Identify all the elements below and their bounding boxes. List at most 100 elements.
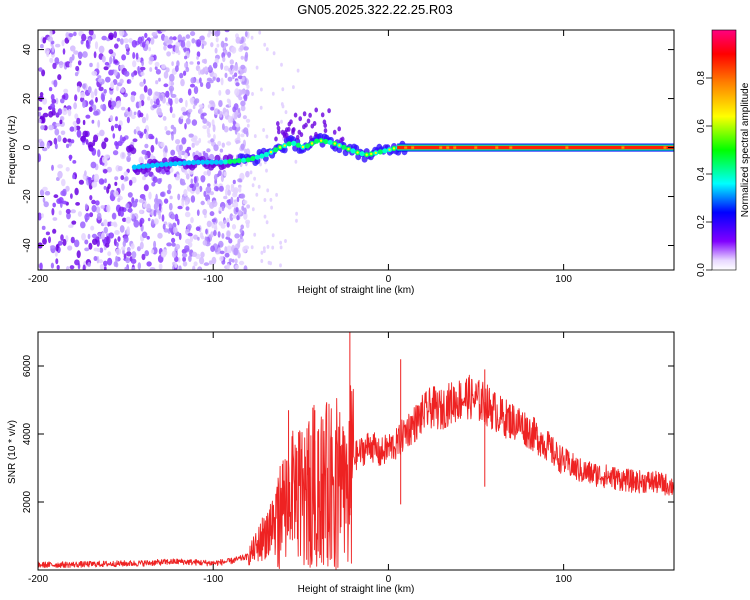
noise-blob (237, 132, 241, 139)
noise-blob (178, 98, 184, 103)
noise-blob (69, 265, 75, 270)
noise-blob (228, 126, 233, 132)
noise-blob (200, 113, 205, 120)
noise-blob (224, 246, 228, 253)
noise-blob (85, 139, 89, 145)
noise-blob (173, 173, 177, 178)
noise-blob (54, 143, 58, 150)
noise-blob (91, 233, 97, 239)
noise-blob (199, 232, 204, 239)
noise-blob (201, 43, 205, 50)
noise-blob (223, 125, 229, 133)
noise-blob (240, 100, 246, 107)
noise-blob (219, 250, 225, 255)
noise-blob (222, 123, 225, 131)
noise-blob (237, 178, 243, 183)
noise-blob (96, 212, 102, 221)
noise-blob (77, 211, 82, 217)
signal-core (209, 159, 215, 165)
noise-blob (157, 178, 162, 185)
noise-blob (262, 128, 265, 132)
signal-burst (274, 136, 278, 142)
noise-blob (52, 62, 57, 69)
signal-burst (287, 126, 291, 132)
noise-blob (82, 119, 86, 126)
noise-blob (122, 240, 127, 247)
noise-blob (131, 213, 135, 219)
noise-blob (87, 233, 91, 240)
noise-blob (38, 67, 43, 72)
signal-core (145, 163, 151, 169)
signal-core (150, 162, 156, 168)
signal-core (350, 148, 356, 154)
noise-blob (135, 126, 140, 133)
noise-blob (196, 39, 202, 47)
noise-blob (163, 198, 169, 204)
noise-blob (281, 87, 285, 92)
noise-blob (57, 164, 63, 169)
noise-blob (73, 125, 77, 132)
noise-blob (112, 79, 118, 85)
noise-blob (148, 191, 152, 200)
noise-blob (202, 240, 208, 246)
noise-blob (170, 88, 173, 96)
noise-blob (160, 191, 165, 197)
noise-blob (189, 61, 194, 65)
noise-blob (72, 160, 77, 164)
signal-peak (283, 144, 286, 147)
noise-blob (150, 135, 155, 140)
noise-blob (113, 31, 117, 39)
noise-blob (197, 267, 201, 270)
noise-blob (184, 245, 190, 252)
signal-core (286, 141, 292, 147)
noise-blob (101, 55, 106, 63)
noise-blob (120, 175, 125, 181)
noise-blob (171, 133, 174, 141)
noise-blob (127, 192, 133, 198)
noise-blob (213, 174, 218, 181)
noise-blob (158, 112, 163, 116)
noise-blob (185, 173, 190, 180)
noise-blob (104, 178, 107, 184)
signal-core (136, 164, 142, 170)
noise-blob (143, 85, 148, 93)
noise-blob (51, 44, 55, 53)
noise-blob (78, 179, 84, 185)
noise-blob (242, 115, 247, 120)
noise-blob (225, 188, 228, 197)
noise-blob (141, 60, 145, 67)
noise-blob (100, 93, 105, 101)
signal-burst (340, 136, 345, 142)
noise-blob (259, 105, 263, 110)
signal-core (341, 144, 347, 150)
noise-blob (151, 182, 156, 187)
noise-blob (74, 94, 78, 102)
noise-blob (188, 133, 194, 138)
signal-burst (306, 118, 311, 124)
noise-blob (220, 40, 225, 48)
noise-blob (184, 55, 188, 60)
noise-blob (193, 234, 198, 240)
noise-blob (280, 102, 284, 107)
noise-blob (155, 98, 160, 106)
noise-blob (146, 261, 152, 267)
noise-blob (103, 260, 108, 267)
noise-blob (245, 222, 250, 229)
signal-core (159, 162, 165, 168)
noise-blob (205, 81, 211, 89)
noise-blob (150, 98, 154, 106)
noise-blob (183, 47, 189, 52)
signal-burst (293, 112, 298, 118)
noise-blob (244, 54, 248, 62)
noise-blob (236, 196, 240, 203)
noise-blob (177, 150, 183, 156)
noise-blob (217, 109, 220, 115)
noise-blob (166, 189, 171, 195)
noise-blob (200, 82, 204, 87)
noise-blob (188, 255, 192, 262)
noise-blob (131, 251, 137, 259)
noise-blob (181, 137, 187, 145)
noise-blob (279, 240, 282, 245)
noise-blob (198, 68, 202, 76)
noise-blob (128, 179, 133, 186)
